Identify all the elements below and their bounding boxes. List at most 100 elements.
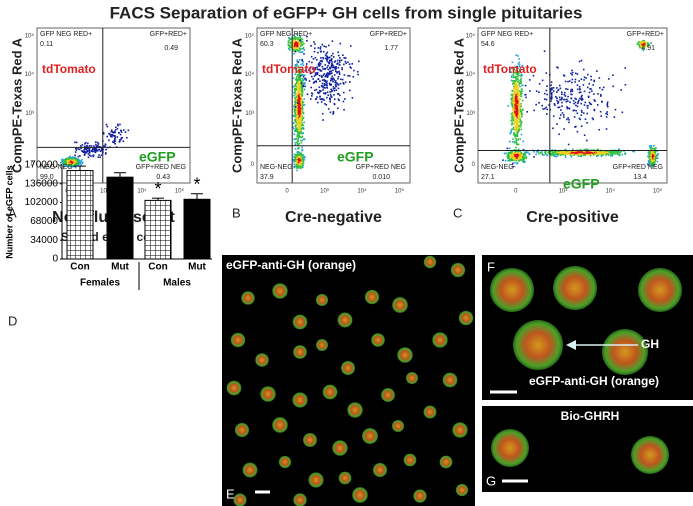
event-dot (329, 61, 331, 63)
facs-panel: GFP NEG RED+54.6GFP+RED+4.91NEG-NEG-27.1… (451, 28, 667, 226)
event-dot (301, 94, 303, 96)
event-dot (566, 99, 568, 101)
event-dot (299, 160, 301, 162)
event-dot (93, 145, 95, 147)
event-dot (320, 48, 322, 50)
event-dot (345, 61, 347, 63)
event-dot (511, 104, 513, 106)
cell (397, 347, 413, 363)
event-dot (302, 51, 304, 53)
event-dot (593, 93, 595, 95)
panel-letter: E (226, 486, 235, 501)
event-dot (586, 122, 588, 124)
event-dot (303, 128, 305, 130)
event-dot (584, 102, 586, 104)
event-dot (296, 128, 298, 130)
event-dot (558, 133, 560, 135)
event-dot (582, 152, 584, 154)
event-dot (516, 78, 518, 80)
event-dot (649, 152, 651, 154)
event-dot (302, 149, 304, 151)
event-dot (321, 76, 323, 78)
event-dot (327, 61, 329, 63)
y-tick-label: 10³ (466, 111, 475, 117)
event-dot (339, 43, 341, 45)
event-dot (96, 149, 98, 151)
cell (347, 402, 362, 417)
event-dot (599, 77, 601, 79)
event-dot (607, 103, 609, 105)
event-dot (324, 85, 326, 87)
event-dot (583, 84, 585, 86)
event-dot (558, 154, 560, 156)
event-dot (556, 97, 558, 99)
event-dot (544, 108, 546, 110)
event-dot (316, 89, 318, 91)
event-dot (518, 118, 520, 120)
event-dot (333, 56, 335, 58)
event-dot (112, 132, 114, 134)
event-dot (319, 65, 321, 67)
event-dot (326, 104, 328, 106)
event-dot (297, 40, 299, 42)
cell (371, 333, 385, 347)
event-dot (615, 151, 617, 153)
event-dot (512, 95, 514, 97)
y-axis-label: CompPE-Texas Red A (451, 37, 466, 173)
event-dot (520, 126, 522, 128)
event-dot (517, 162, 519, 164)
event-dot (505, 152, 507, 154)
event-dot (92, 149, 94, 151)
event-dot (510, 155, 512, 157)
event-dot (522, 100, 524, 102)
event-dot (586, 140, 588, 142)
event-dot (655, 156, 657, 158)
event-dot (519, 80, 521, 82)
event-dot (295, 144, 297, 146)
event-dot (575, 110, 577, 112)
event-dot (298, 162, 300, 164)
cell (381, 388, 395, 402)
event-dot (587, 87, 589, 89)
event-dot (332, 78, 334, 80)
event-dot (107, 126, 109, 128)
event-dot (515, 151, 517, 153)
event-dot (613, 152, 615, 154)
event-dot (587, 105, 589, 107)
event-dot (302, 159, 304, 161)
event-dot (300, 131, 302, 133)
event-dot (76, 142, 78, 144)
event-dot (297, 83, 299, 85)
event-dot (293, 50, 295, 52)
cell (241, 291, 255, 305)
event-dot (322, 98, 324, 100)
event-dot (331, 91, 333, 93)
event-dot (299, 127, 301, 129)
event-dot (299, 52, 301, 54)
event-dot (610, 155, 612, 157)
event-dot (520, 124, 522, 126)
quadrant-value: 60.3 (260, 41, 274, 48)
event-dot (317, 52, 319, 54)
event-dot (587, 107, 589, 109)
event-dot (517, 76, 519, 78)
event-dot (295, 115, 297, 117)
cell (231, 333, 246, 348)
event-dot (338, 55, 340, 57)
event-dot (535, 104, 537, 106)
event-dot (330, 94, 332, 96)
event-dot (605, 154, 607, 156)
event-dot (98, 156, 100, 158)
event-dot (343, 92, 345, 94)
event-dot (310, 98, 312, 100)
event-dot (78, 158, 80, 160)
event-dot (303, 98, 305, 100)
event-dot (315, 57, 317, 59)
event-dot (345, 81, 347, 83)
error-bar (191, 194, 203, 200)
event-dot (298, 89, 300, 91)
event-dot (575, 126, 577, 128)
event-dot (326, 67, 328, 69)
event-dot (603, 151, 605, 153)
event-dot (649, 147, 651, 149)
